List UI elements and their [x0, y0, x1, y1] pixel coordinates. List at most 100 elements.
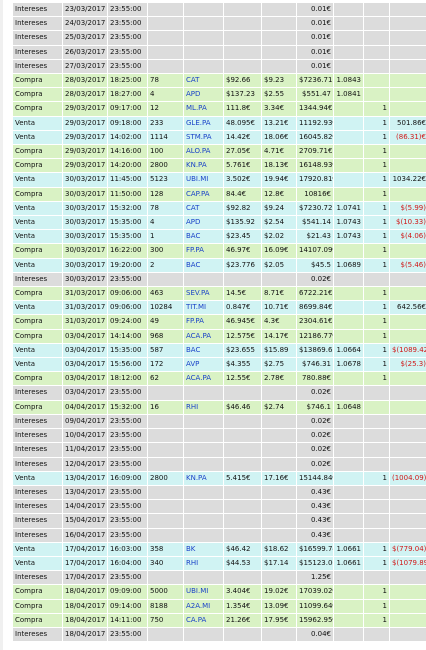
row-fx-rate [333, 115, 364, 131]
row-ticker[interactable]: FP.PA [183, 243, 224, 259]
row-flag [363, 428, 390, 444]
row-pnl: $(25.3) [389, 357, 426, 373]
left-margin-strip [0, 0, 3, 650]
row-fx-rate [333, 612, 364, 628]
row-date: 30/03/2017 [62, 257, 108, 273]
table-row: Intereses 15/04/2017 23:55:00 0.43€ [12, 513, 426, 529]
row-total: 0.01€ [296, 1, 334, 18]
row-flag [363, 513, 390, 529]
row-price: 46.97€ [223, 243, 262, 259]
row-total: $746.31 [296, 357, 334, 373]
row-ticker[interactable]: UBI.MI [183, 584, 224, 600]
row-ticker[interactable]: APD [183, 87, 224, 103]
table-row: Intereses 24/03/2017 23:55:00 0.01€ [12, 16, 426, 32]
row-pnl: $(1079.89) [389, 555, 426, 572]
row-total: 0.43€ [296, 484, 334, 501]
row-flag: 1 [363, 598, 390, 614]
row-price [223, 442, 262, 458]
row-type: Intereses [12, 428, 63, 444]
row-type: Compra [12, 243, 63, 259]
row-ticker[interactable]: ALO.PA [183, 144, 224, 160]
row-price [223, 499, 262, 515]
row-ticker[interactable]: RHI [183, 399, 224, 415]
row-price: 14.5€ [223, 286, 262, 302]
row-flag: 1 [363, 342, 390, 359]
row-time: 14:16:00 [107, 144, 148, 160]
row-type: Compra [12, 371, 63, 387]
transactions-table: Intereses 23/03/2017 23:55:00 0.01€ Interese… [12, 1, 426, 643]
row-ticker[interactable]: AVP [183, 357, 224, 373]
row-pnl [389, 385, 426, 401]
row-pnl: $(5.46) [389, 257, 426, 273]
table-row: Intereses 03/04/2017 23:55:00 0.02€ [12, 385, 426, 401]
row-fx-rate [333, 442, 364, 458]
row-ticker [183, 527, 224, 543]
row-ticker[interactable]: ACA.PA [183, 328, 224, 344]
row-commission [261, 16, 297, 32]
row-date: 30/03/2017 [62, 215, 108, 231]
row-ticker[interactable]: A2A.MI [183, 598, 224, 614]
row-flag [363, 626, 390, 643]
row-flag: 1 [363, 328, 390, 344]
row-ticker[interactable]: BAC [183, 342, 224, 359]
row-ticker[interactable]: BAC [183, 229, 224, 245]
row-price [223, 385, 262, 401]
row-ticker[interactable]: CAT [183, 73, 224, 89]
row-ticker[interactable]: CA.PA [183, 612, 224, 628]
row-fx-rate [333, 186, 364, 202]
row-ticker[interactable]: BAC [183, 257, 224, 273]
row-date: 03/04/2017 [62, 371, 108, 387]
table-row: Intereses 18/04/2017 23:55:00 0.04€ [12, 626, 426, 643]
row-ticker[interactable]: APD [183, 215, 224, 231]
row-ticker[interactable]: TIT.MI [183, 300, 224, 316]
row-pnl [389, 158, 426, 174]
row-pnl [389, 513, 426, 529]
row-type: Intereses [12, 513, 63, 529]
table-row: Intereses 17/04/2017 23:55:00 1.25€ [12, 570, 426, 586]
row-fx-rate [333, 484, 364, 501]
row-date: 30/03/2017 [62, 271, 108, 288]
row-total: $13869.6 [296, 342, 334, 359]
row-ticker[interactable]: CAT [183, 200, 224, 217]
row-type: Intereses [12, 16, 63, 32]
row-type: Compra [12, 87, 63, 103]
row-qty: 358 [147, 541, 184, 557]
row-price: $92.82 [223, 200, 262, 217]
row-ticker[interactable]: CAP.PA [183, 186, 224, 202]
row-commission [261, 271, 297, 288]
row-commission: $2.02 [261, 229, 297, 245]
row-flag: 1 [363, 357, 390, 373]
row-ticker[interactable]: KN.PA [183, 470, 224, 486]
row-ticker[interactable]: RHI [183, 555, 224, 572]
row-ticker[interactable]: ACA.PA [183, 371, 224, 387]
row-time: 14:11:00 [107, 612, 148, 628]
row-pnl: 1034.22€ [389, 172, 426, 188]
row-ticker[interactable]: ML.PA [183, 101, 224, 117]
row-date: 28/03/2017 [62, 87, 108, 103]
row-ticker[interactable]: KN.PA [183, 158, 224, 174]
row-ticker[interactable]: SEV.PA [183, 286, 224, 302]
table-row: Venta 29/03/2017 09:18:00 233 GLE.PA 48.095€ 1… [12, 115, 426, 131]
row-ticker[interactable]: UBI.MI [183, 172, 224, 188]
row-flag [363, 456, 390, 472]
row-type: Intereses [12, 570, 63, 586]
row-fx-rate [333, 428, 364, 444]
row-total: 0.02€ [296, 385, 334, 401]
row-commission [261, 30, 297, 46]
row-price: 12.575€ [223, 328, 262, 344]
row-price: 5.761€ [223, 158, 262, 174]
row-commission: $15.89 [261, 342, 297, 359]
row-time: 14:02:00 [107, 129, 148, 146]
row-ticker[interactable]: BK [183, 541, 224, 557]
row-time: 23:55:00 [107, 626, 148, 643]
row-time: 23:55:00 [107, 442, 148, 458]
row-ticker[interactable]: FP.PA [183, 314, 224, 330]
row-commission: 3.34€ [261, 101, 297, 117]
row-fx-rate [333, 129, 364, 146]
row-ticker[interactable]: GLE.PA [183, 115, 224, 131]
row-pnl: $(5.99) [389, 200, 426, 217]
row-time: 15:35:00 [107, 342, 148, 359]
row-total: 12186.77€ [296, 328, 334, 344]
row-price: 48.095€ [223, 115, 262, 131]
row-ticker[interactable]: STM.PA [183, 129, 224, 146]
